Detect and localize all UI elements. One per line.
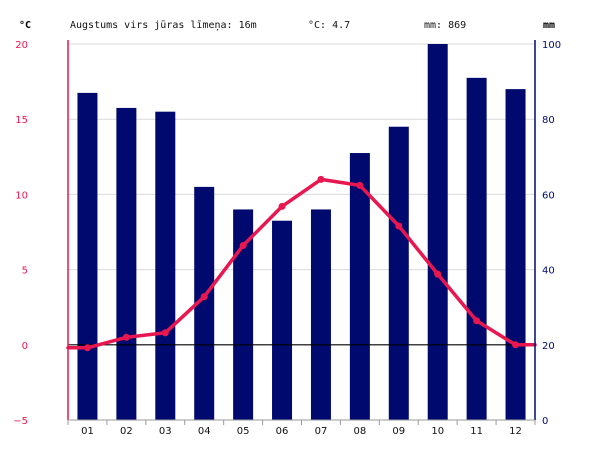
location-altitude: Augstums virs jūras līmeņa: 16m [70,20,257,31]
month-tick-label: 11 [470,426,483,437]
avg-temperature: °C: 4.7 [308,20,350,31]
precip-bar [155,111,176,421]
month-tick-label: 12 [509,426,522,437]
month-tick-label: 04 [198,426,211,437]
temperature-point [434,270,442,278]
temperature-point [161,329,169,337]
temperature-point [356,181,364,189]
precip-tick-label: 100 [542,40,561,51]
precip-bar [349,153,370,421]
month-tick-label: 03 [159,426,172,437]
temp-tick-label: 15 [15,115,28,126]
temperature-point [83,344,91,352]
temp-tick-label: 20 [15,40,28,51]
temperature-point [122,333,130,341]
temperature-point [395,222,403,230]
precip-bar [505,89,526,421]
month-tick-label: 07 [315,426,328,437]
temperature-line-layer [66,175,537,352]
axes [67,40,536,425]
precip-bar [466,77,487,420]
precip-bar [116,107,137,421]
precip-bar [194,186,215,420]
temp-tick-label: 5 [22,266,28,277]
temperature-point [473,317,481,325]
month-tick-label: 06 [276,426,289,437]
temp-tick-label: −5 [13,416,28,427]
precip-tick-label: 0 [542,416,548,427]
temperature-point [317,175,325,183]
precip-unit-label: mm [543,20,555,31]
temp-unit-label: °C [19,20,31,31]
precip-bar [77,92,98,420]
month-tick-label: 08 [354,426,367,437]
precip-tick-label: 20 [542,341,555,352]
temperature-point [278,202,286,210]
temp-tick-label: 0 [22,341,28,352]
precip-tick-label: 60 [542,190,555,201]
month-tick-label: 02 [120,426,133,437]
precip-tick-label: 40 [542,266,555,277]
month-tick-label: 01 [81,426,94,437]
month-tick-label: 09 [392,426,405,437]
temperature-point [512,341,520,349]
total-precipitation: mm: 869 [424,20,466,31]
precip-tick-label: 80 [542,115,555,126]
month-tick-label: 05 [237,426,250,437]
temperature-point [200,293,208,301]
temperature-line [66,177,537,350]
precip-bar [233,209,254,420]
precip-bar [310,209,331,420]
temperature-point [239,242,247,250]
precip-bar [427,44,448,420]
grid-lines [68,43,535,271]
precip-bar [388,126,409,420]
precip-bar [272,220,293,420]
precipitation-bars [77,44,526,421]
temp-tick-label: 10 [15,190,28,201]
month-tick-label: 10 [431,426,444,437]
